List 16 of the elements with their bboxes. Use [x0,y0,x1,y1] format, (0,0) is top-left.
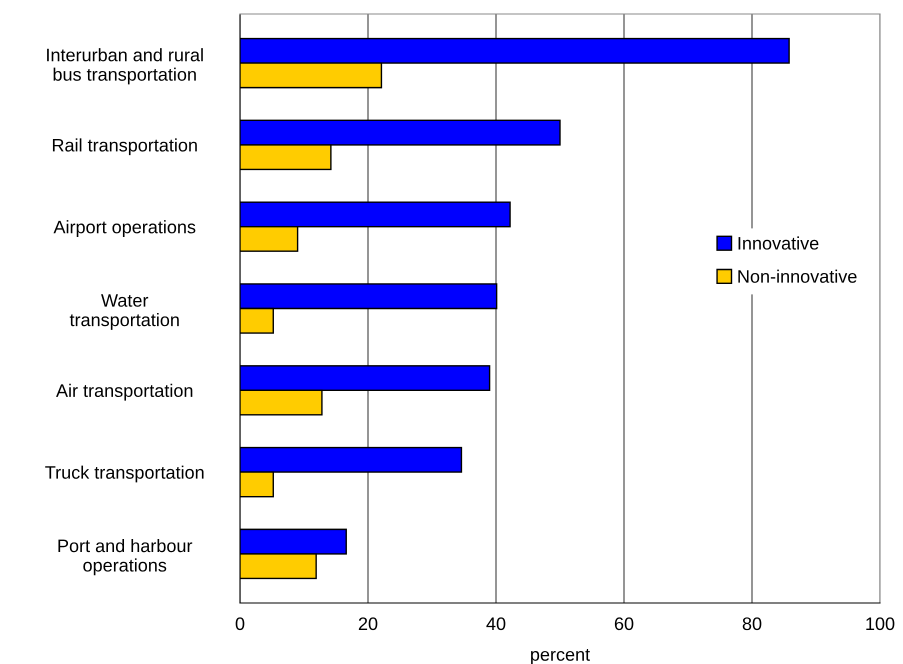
y-tick-label: Interurban and rural bus transportation [47,48,203,84]
x-tick-label: 80 [742,617,762,630]
x-tick-label: 60 [614,617,634,630]
legend-label: Non-innovative [738,270,857,283]
x-tick-label: 100 [866,617,894,630]
y-tick-label: Airport operations [54,220,196,237]
x-tick-label: 40 [486,617,506,630]
x-tick-label: 20 [358,617,378,630]
y-tick-label: Rail transportation [52,138,197,156]
y-tick-label: Air transportation [56,384,192,401]
x-axis-title: percent [531,649,590,664]
y-tick-label: Water transportation [70,294,179,330]
x-tick-label: 0 [236,617,244,630]
legend-label: Innovative [738,236,818,250]
y-tick-label: Truck transportation [45,466,204,482]
y-tick-label: Port and harbour operations [58,538,192,576]
